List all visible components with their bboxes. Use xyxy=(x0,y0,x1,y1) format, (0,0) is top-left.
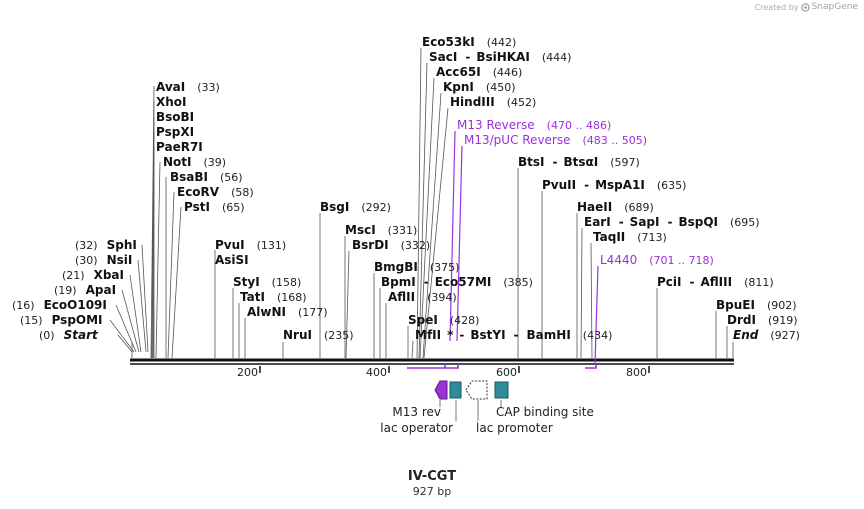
primer-marks xyxy=(407,130,599,369)
site-label: StyI (158) xyxy=(233,275,301,289)
site-label: AsiSI xyxy=(215,253,249,267)
site-label: BsoBI xyxy=(156,110,194,124)
site-label: SpeI (428) xyxy=(408,313,479,327)
leader-lines xyxy=(109,47,734,359)
snapgene-logo-icon xyxy=(800,2,810,12)
site-label: EarI - SapI - BspQI (695) xyxy=(584,215,760,229)
site-label: MscI (331) xyxy=(345,223,417,237)
right-site-labels: BtsI - BtsαI (597) PvuII - MspA1I (635) HaeII(… xyxy=(518,155,800,342)
site-label: KpnI (450) xyxy=(443,80,516,94)
site-label: DrdI (919) xyxy=(727,313,798,327)
site-label: PvuII - MspA1I (635) xyxy=(542,178,686,192)
primer-labels: M13 Reverse (470 .. 486) M13/pUC Reverse(… xyxy=(457,118,714,267)
site-label: (32) SphI xyxy=(75,238,137,252)
end-label: End (927) xyxy=(733,328,800,342)
map-size: 927 bp xyxy=(412,485,452,498)
site-label: Eco53kI (442) xyxy=(422,35,516,49)
site-label: (30) NsiI xyxy=(75,253,132,267)
tick-label-800: 800 xyxy=(626,366,647,379)
site-label: PvuI (131) xyxy=(215,238,286,252)
site-label: EcoRV (58) xyxy=(177,185,254,199)
site-label: BmgBI (375) xyxy=(374,260,459,274)
watermark-created-by: Created by xyxy=(754,2,799,12)
site-label: BtsI - BtsαI (597) xyxy=(518,155,640,169)
left-lower-site-labels: (32) SphI (30) NsiI (21) XbaI (19) ApaI (16)… xyxy=(12,238,137,342)
top-site-labels: Eco53kI (442) SacI - BsiHKAI (444) Acc65I (44… xyxy=(422,35,571,109)
site-label: BpuEI (902) xyxy=(716,298,797,312)
feature-label-lac-promoter: lac promoter xyxy=(476,421,553,435)
site-label: XhoI xyxy=(156,95,187,109)
site-label: AflII (394) xyxy=(388,290,457,304)
primer-label-m13-puc-reverse: M13/pUC Reverse (483 .. 505) xyxy=(464,133,647,147)
site-label: BsrDI (332) xyxy=(352,238,430,252)
feature-label-m13-rev: M13 rev xyxy=(392,405,441,419)
site-label: HindIII (452) xyxy=(450,95,536,109)
site-label: (21) XbaI xyxy=(62,268,124,282)
map-title-block: IV-CGT 927 bp xyxy=(0,469,864,498)
m13-reverse-primer-bar xyxy=(407,364,459,369)
site-label: PciI - AflIII (811) xyxy=(657,275,774,289)
site-label: BsaBI (56) xyxy=(170,170,243,184)
site-label: BsgI (292) xyxy=(320,200,391,214)
cap-binding-site-feature xyxy=(494,381,509,399)
site-label: AlwNI (177) xyxy=(247,305,328,319)
snapgene-watermark: Created by SnapGene xyxy=(755,2,858,12)
site-label: TatI (168) xyxy=(240,290,307,304)
primer-label-m13-reverse: M13 Reverse (470 .. 486) xyxy=(457,118,611,132)
tick-label-600: 600 xyxy=(496,366,517,379)
lac-operator-feature xyxy=(449,381,462,399)
tick-label-200: 200 xyxy=(237,366,258,379)
site-label: SacI - BsiHKAI (444) xyxy=(429,50,571,64)
feature-label-lac-operator: lac operator xyxy=(380,421,453,435)
feature-label-cap-binding-site: CAP binding site xyxy=(496,405,594,419)
watermark-brand: SnapGene xyxy=(811,2,858,12)
backbone xyxy=(130,358,734,365)
left-site-labels: AvaI (33) XhoI BsoBI PspXI PaeR7I NotI (39… xyxy=(156,80,254,214)
m13-rev-feature-arrow xyxy=(434,380,448,400)
map-name: IV-CGT xyxy=(407,469,457,484)
site-label: BpmI - Eco57MI (385) xyxy=(381,275,533,289)
site-label: AvaI (33) xyxy=(156,80,220,94)
site-label: (19) ApaI xyxy=(54,283,116,297)
site-label: PstI (65) xyxy=(184,200,245,214)
site-label: NotI (39) xyxy=(163,155,226,169)
lac-promoter-feature-arrow xyxy=(465,380,488,400)
site-label: PaeR7I xyxy=(156,140,203,154)
site-label: HaeII (689) xyxy=(577,200,654,214)
site-label: TaqII (713) xyxy=(593,230,667,244)
primer-label-l4440: L4440 (701 .. 718) xyxy=(600,253,714,267)
tick-label-400: 400 xyxy=(366,366,387,379)
l4440-primer-bar xyxy=(585,364,597,369)
site-label: PspXI xyxy=(156,125,194,139)
start-label: (0) Start xyxy=(39,328,99,342)
mid-site-labels: PvuI (131) AsiSI StyI (158) TatI (168) AlwN… xyxy=(215,200,612,342)
site-label: NruI (235) xyxy=(283,328,354,342)
site-label: Acc65I (446) xyxy=(436,65,522,79)
site-label: MfII * - BstYI - BamHI (434) xyxy=(415,328,612,342)
site-label: (15) PspOMI xyxy=(20,313,103,327)
feature-track: M13 rev lac operator lac promoter CAP bi… xyxy=(380,380,594,435)
scale-ticks: 200 400 600 800 xyxy=(237,366,650,379)
site-label: (16) EcoO109I xyxy=(12,298,107,312)
